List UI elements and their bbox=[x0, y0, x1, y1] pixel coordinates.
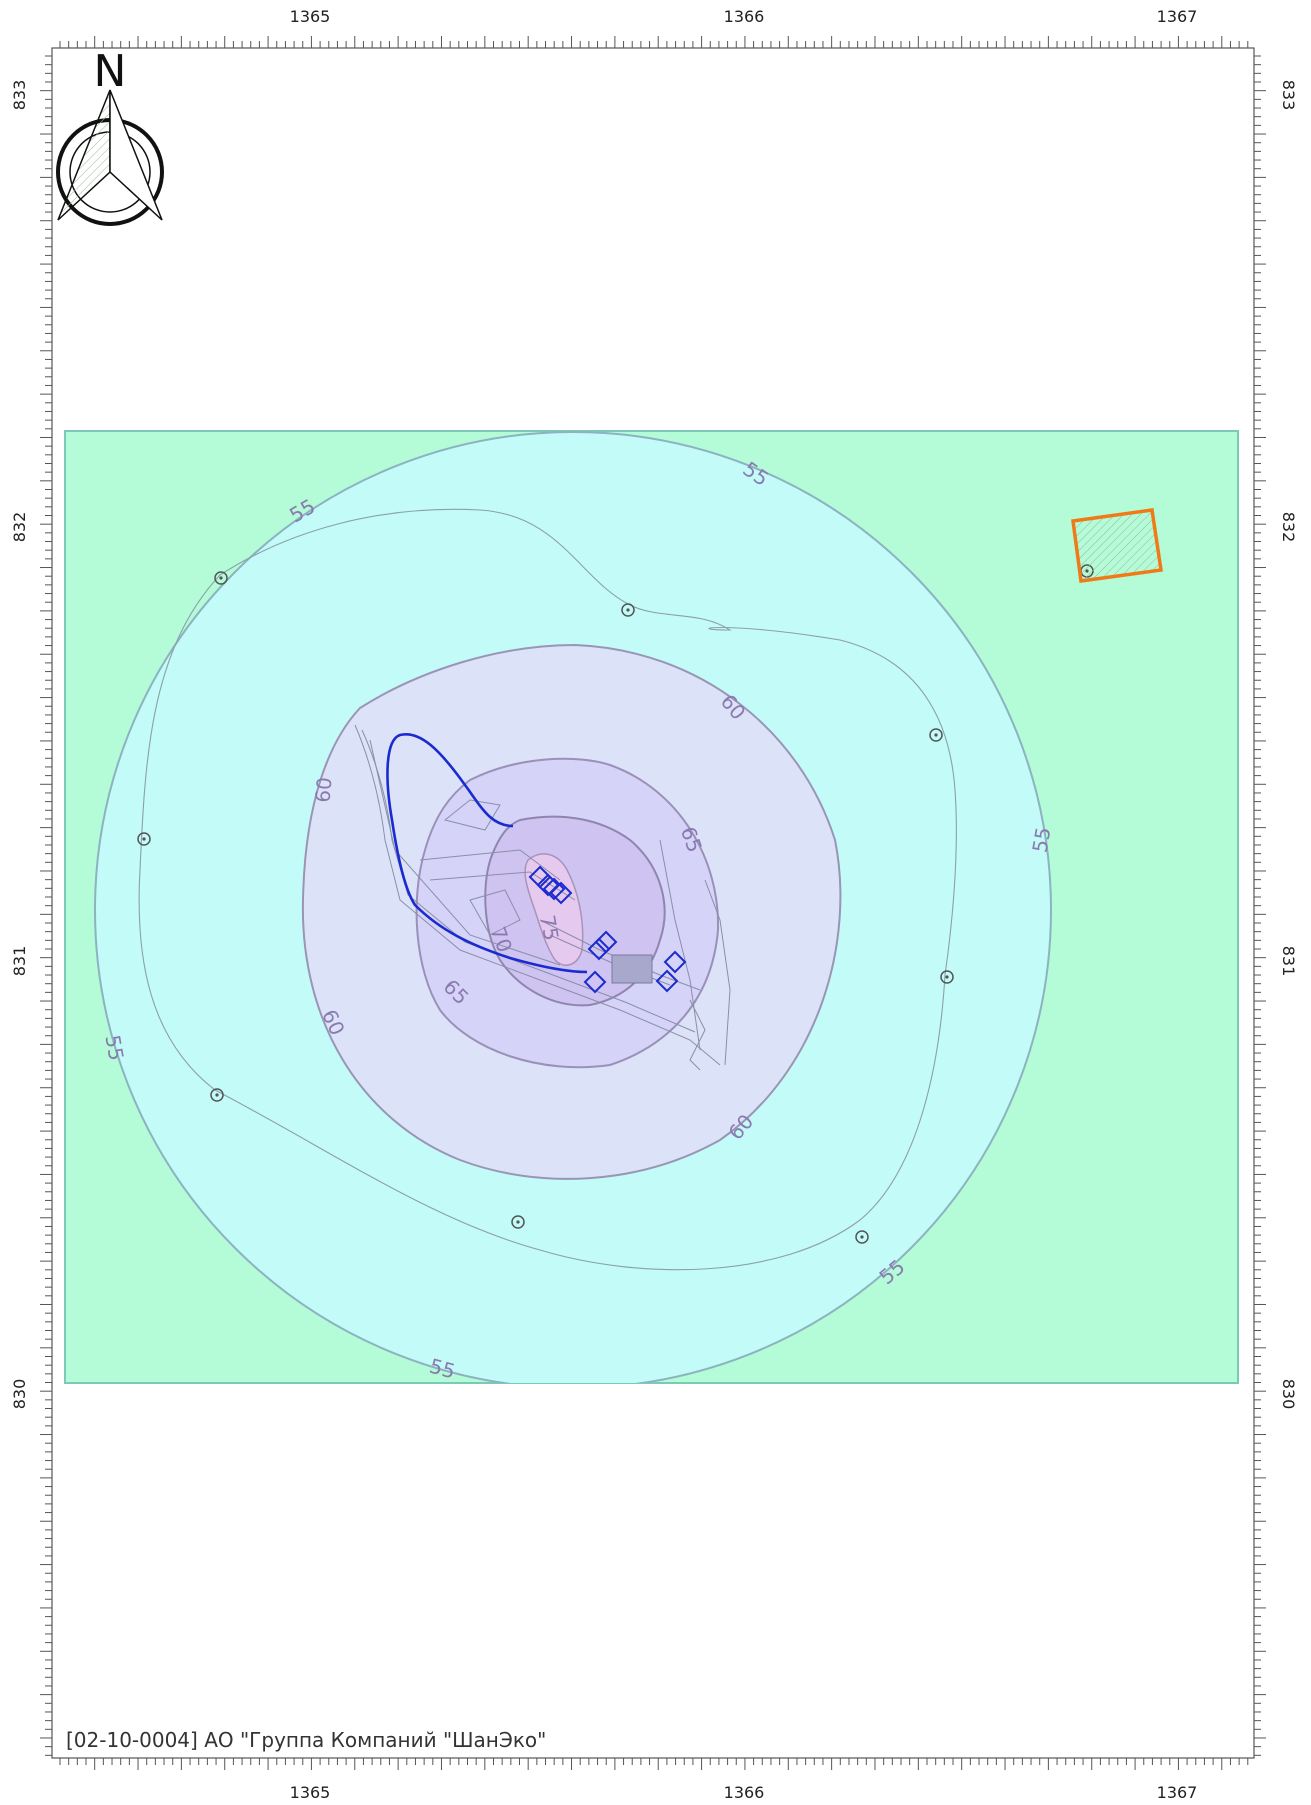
industrial-site-plan bbox=[354, 724, 731, 1071]
source-marker-icon bbox=[583, 970, 607, 994]
zone-75 bbox=[524, 853, 584, 966]
x-tick-top-1367: 1367 bbox=[1157, 7, 1198, 26]
source-marker-icon bbox=[663, 950, 687, 974]
contour-label-75: 75 bbox=[535, 913, 563, 942]
y-tick-right-833: 833 bbox=[1279, 80, 1298, 111]
x-tick-bottom-1365: 1365 bbox=[290, 1783, 331, 1802]
y-tick-left-832: 832 bbox=[10, 512, 29, 543]
x-tick-top-1366: 1366 bbox=[724, 7, 765, 26]
thin-isoline bbox=[138, 508, 957, 1271]
source-marker-icon bbox=[542, 877, 566, 901]
receptor-point-icon bbox=[929, 728, 943, 742]
receptor-point-icon bbox=[940, 970, 954, 984]
source-marker-icon bbox=[549, 881, 573, 905]
source-marker-icon bbox=[536, 873, 560, 897]
y-tick-left-833: 833 bbox=[10, 80, 29, 111]
receptor-point-icon bbox=[214, 571, 228, 585]
source-marker-icon bbox=[655, 969, 679, 993]
y-tick-right-830: 830 bbox=[1279, 1379, 1298, 1410]
source-marker-icon bbox=[587, 937, 611, 961]
contour-label-55: 55 bbox=[1027, 825, 1055, 854]
source-markers bbox=[528, 865, 687, 994]
y-tick-right-831: 831 bbox=[1279, 946, 1298, 977]
contour-label-60: 60 bbox=[310, 776, 336, 803]
receptor-point-icon bbox=[511, 1215, 525, 1229]
site-boundary-line bbox=[386, 732, 588, 974]
receptor-point-icon bbox=[621, 603, 635, 617]
receptor-point-icon bbox=[855, 1230, 869, 1244]
residential-object bbox=[1071, 508, 1163, 583]
contour-label-55: 55 bbox=[100, 1033, 128, 1062]
y-tick-right-832: 832 bbox=[1279, 512, 1298, 543]
x-tick-bottom-1367: 1367 bbox=[1157, 1783, 1198, 1802]
ruler-ticks bbox=[40, 36, 1266, 1770]
receptor-point-icon bbox=[137, 832, 151, 846]
north-arrow-icon: N bbox=[56, 46, 164, 226]
y-tick-left-830: 830 bbox=[10, 1379, 29, 1410]
footer-caption: [02-10-0004] АО "Группа Компаний "ШанЭко… bbox=[66, 1728, 547, 1752]
receptor-point-icon bbox=[210, 1088, 224, 1102]
source-marker-icon bbox=[594, 930, 618, 954]
receptor-points bbox=[137, 564, 1094, 1244]
north-label: N bbox=[94, 46, 127, 97]
x-tick-bottom-1366: 1366 bbox=[724, 1783, 765, 1802]
x-tick-top-1365: 1365 bbox=[290, 7, 331, 26]
y-tick-left-831: 831 bbox=[10, 946, 29, 977]
